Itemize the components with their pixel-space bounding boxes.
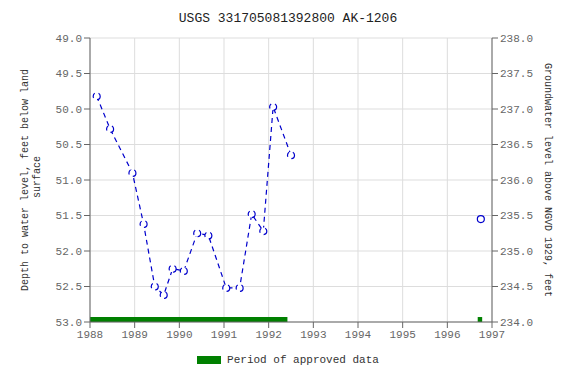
svg-text:52.0: 52.0 (56, 246, 82, 258)
svg-text:1997: 1997 (479, 329, 505, 341)
svg-text:1993: 1993 (300, 329, 326, 341)
svg-text:234.0: 234.0 (500, 317, 533, 329)
svg-text:50.5: 50.5 (56, 139, 82, 151)
svg-text:236.5: 236.5 (500, 139, 533, 151)
svg-text:234.5: 234.5 (500, 281, 533, 293)
svg-text:53.0: 53.0 (56, 317, 82, 329)
svg-text:51.0: 51.0 (56, 175, 82, 187)
svg-text:49.0: 49.0 (56, 33, 82, 45)
svg-text:50.0: 50.0 (56, 104, 82, 116)
svg-text:235.5: 235.5 (500, 210, 533, 222)
svg-text:52.5: 52.5 (56, 281, 82, 293)
svg-text:1992: 1992 (255, 329, 281, 341)
svg-text:49.5: 49.5 (56, 68, 82, 80)
svg-text:Groundwater level above NGVD 1: Groundwater level above NGVD 1929, feet (542, 63, 553, 297)
svg-text:1995: 1995 (389, 329, 415, 341)
svg-text:237.0: 237.0 (500, 104, 533, 116)
svg-text:237.5: 237.5 (500, 68, 533, 80)
svg-text:1990: 1990 (166, 329, 192, 341)
svg-text:235.0: 235.0 (500, 246, 533, 258)
svg-text:1989: 1989 (121, 329, 147, 341)
svg-text:1994: 1994 (345, 329, 372, 341)
html-text:USGS 331705081392800 AK-1206: USGS 331705081392800 AK-1206 (178, 11, 398, 26)
html-text:Period of approved data: Period of approved data (227, 354, 379, 366)
svg-text:1988: 1988 (77, 329, 103, 341)
svg-text:Depth to water level, feet bel: Depth to water level, feet below land su… (20, 69, 43, 291)
svg-text:1996: 1996 (434, 329, 460, 341)
svg-text:1991: 1991 (211, 329, 238, 341)
svg-text:238.0: 238.0 (500, 33, 533, 45)
svg-text:236.0: 236.0 (500, 175, 533, 187)
svg-text:51.5: 51.5 (56, 210, 82, 222)
